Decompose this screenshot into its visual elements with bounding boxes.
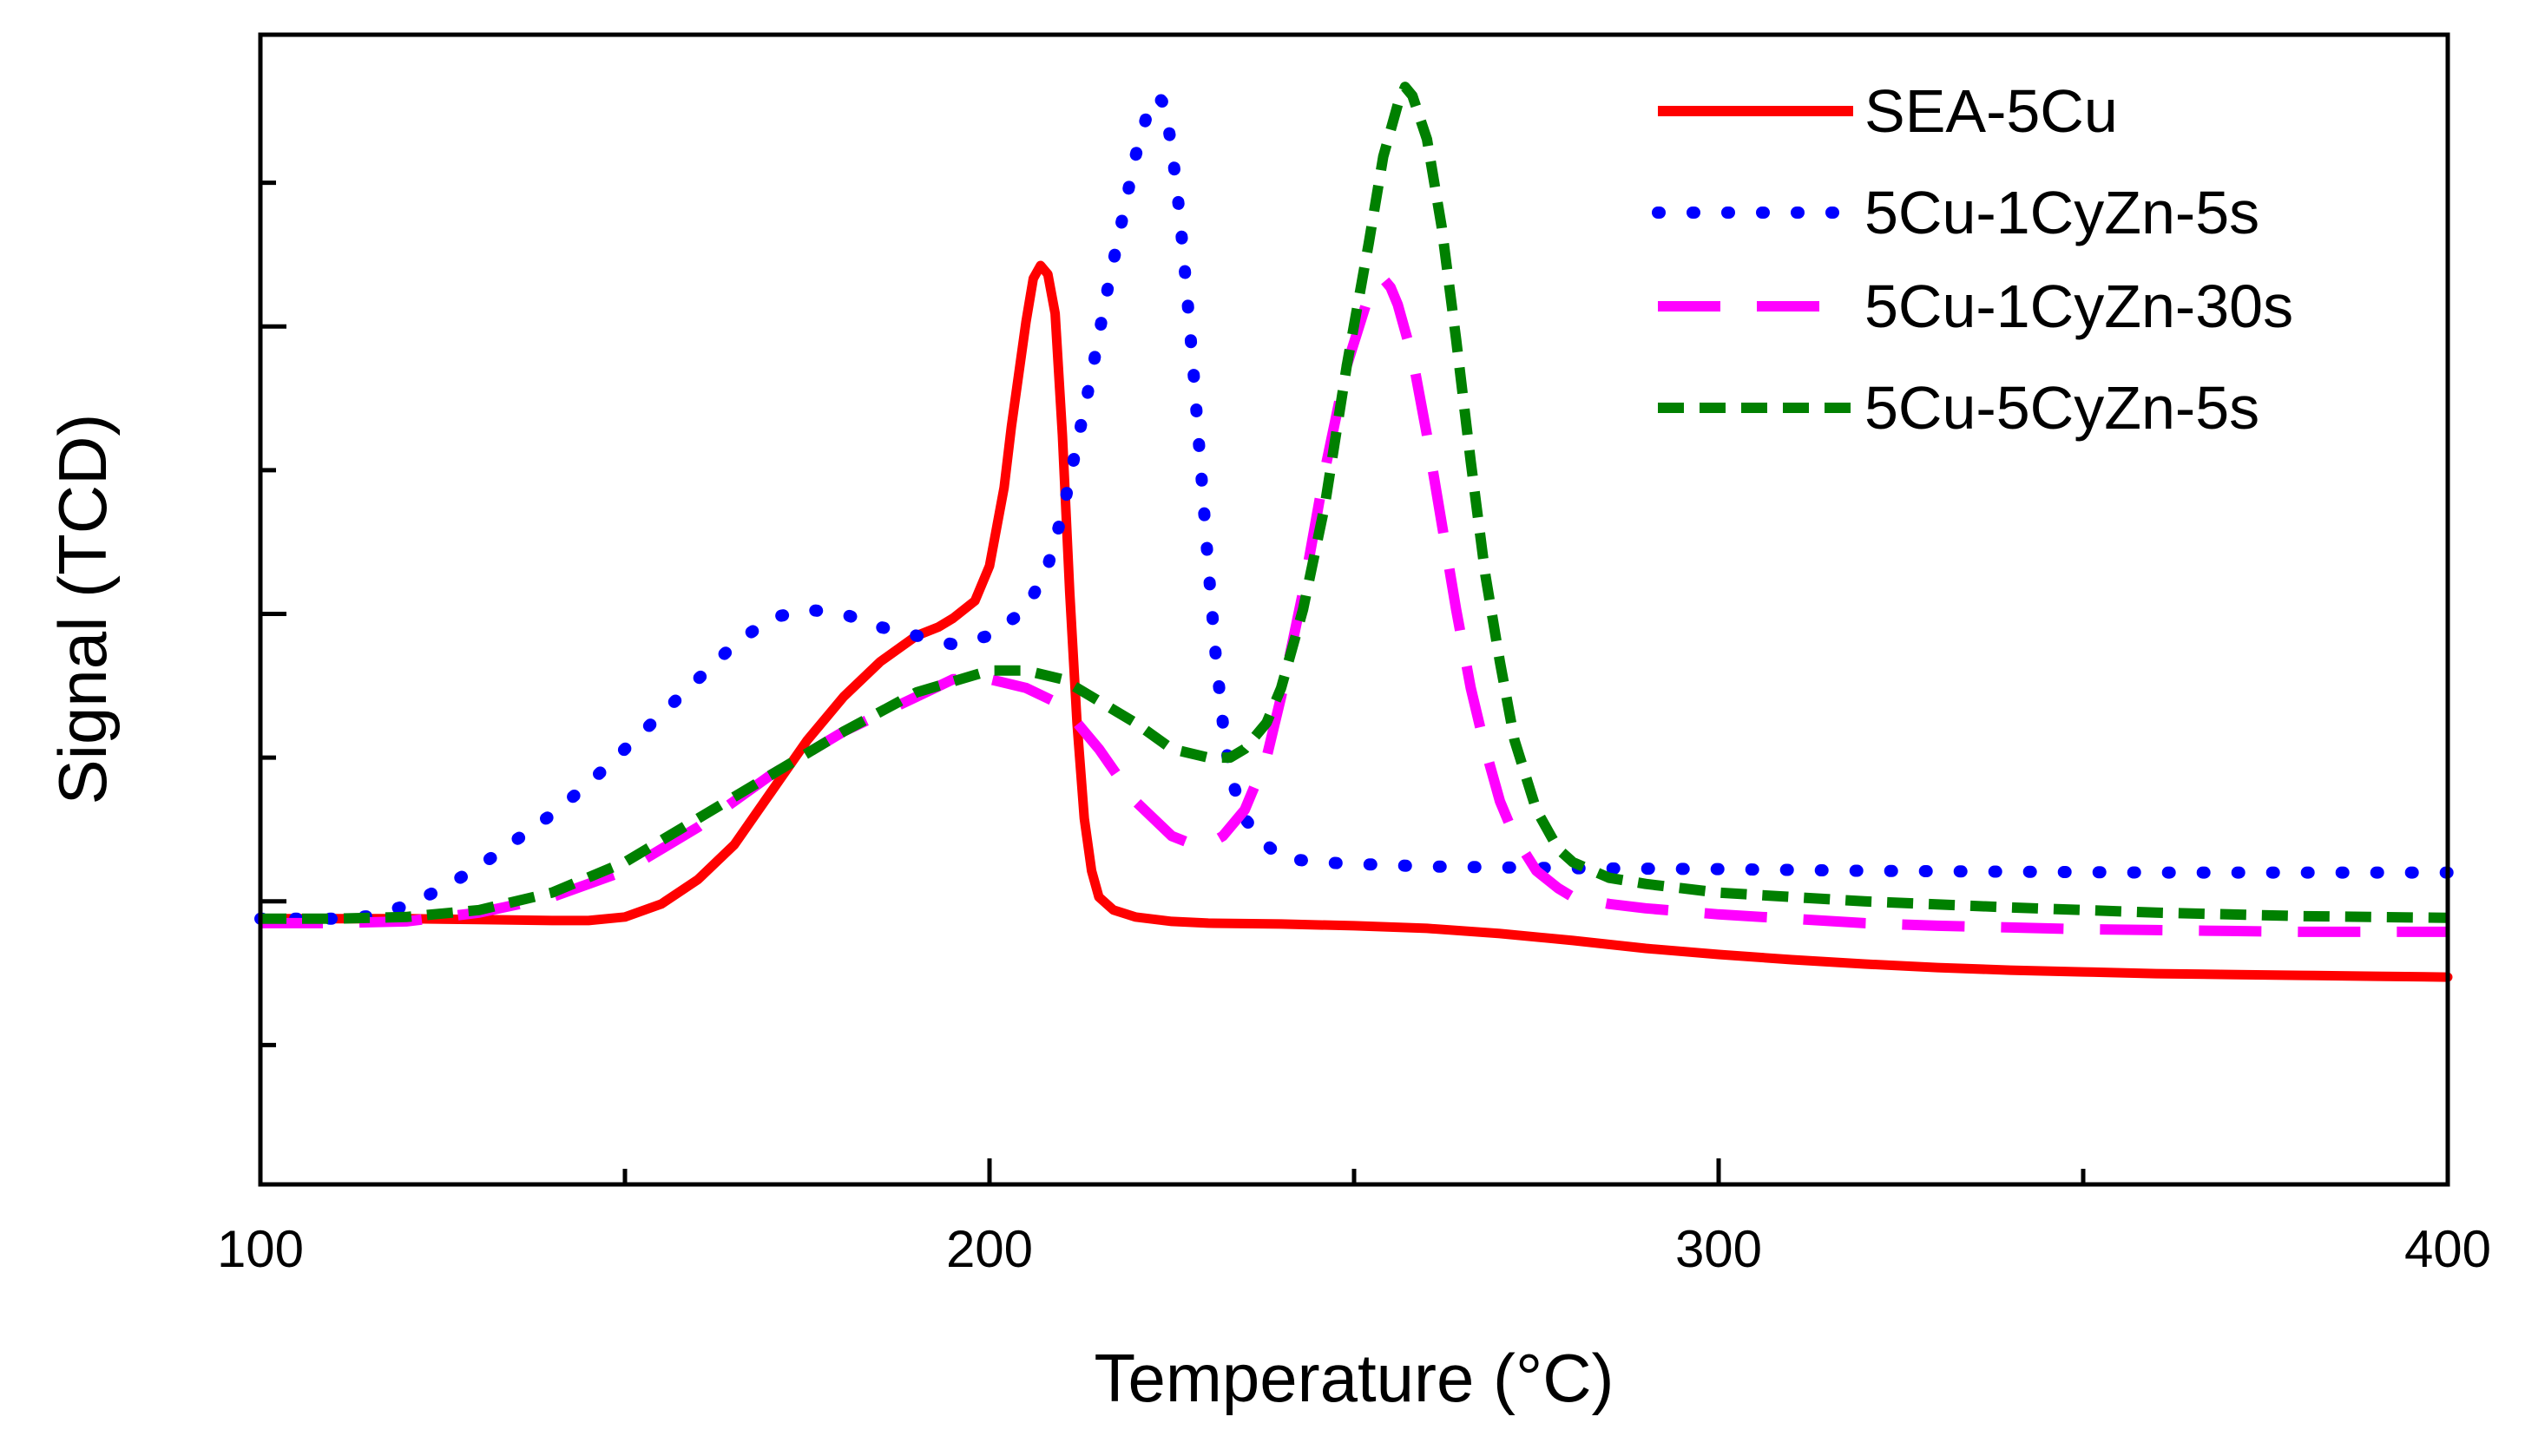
legend: SEA-5Cu 5Cu-1CyZn-5s 5Cu-1CyZn-30s 5Cu-5… <box>1652 77 2293 442</box>
series-line-5cu-1cyzn-5s <box>254 89 2454 925</box>
series-line-sea-5cu <box>255 260 2453 982</box>
x-tick-label: 300 <box>1675 1220 1762 1278</box>
axis-ticks: 100 200 300 400 <box>217 180 2491 1278</box>
series-layer <box>254 82 2454 982</box>
legend-entry-5cu-5cyzn-5s: 5Cu-5CyZn-5s <box>1658 374 2259 442</box>
legend-label-5cu-5cyzn-5s: 5Cu-5CyZn-5s <box>1864 374 2259 442</box>
legend-entry-5cu-1cyzn-5s: 5Cu-1CyZn-5s <box>1652 179 2259 246</box>
legend-entry-sea-5cu: SEA-5Cu <box>1658 77 2118 145</box>
series-line-5cu-1cyzn-30s <box>260 273 2448 937</box>
legend-label-sea-5cu: SEA-5Cu <box>1864 77 2118 145</box>
x-tick-label: 100 <box>217 1220 304 1278</box>
series-line-5cu-5cyzn-5s <box>260 82 2449 924</box>
x-tick-label: 400 <box>2404 1220 2491 1278</box>
legend-label-5cu-1cyzn-5s: 5Cu-1CyZn-5s <box>1864 179 2259 246</box>
y-axis-title: Signal (TCD) <box>44 414 121 805</box>
x-tick-label: 200 <box>946 1220 1033 1278</box>
legend-entry-5cu-1cyzn-30s: 5Cu-1CyZn-30s <box>1658 272 2293 340</box>
legend-label-5cu-1cyzn-30s: 5Cu-1CyZn-30s <box>1864 272 2293 340</box>
x-axis-title: Temperature (°C) <box>1094 1340 1614 1416</box>
